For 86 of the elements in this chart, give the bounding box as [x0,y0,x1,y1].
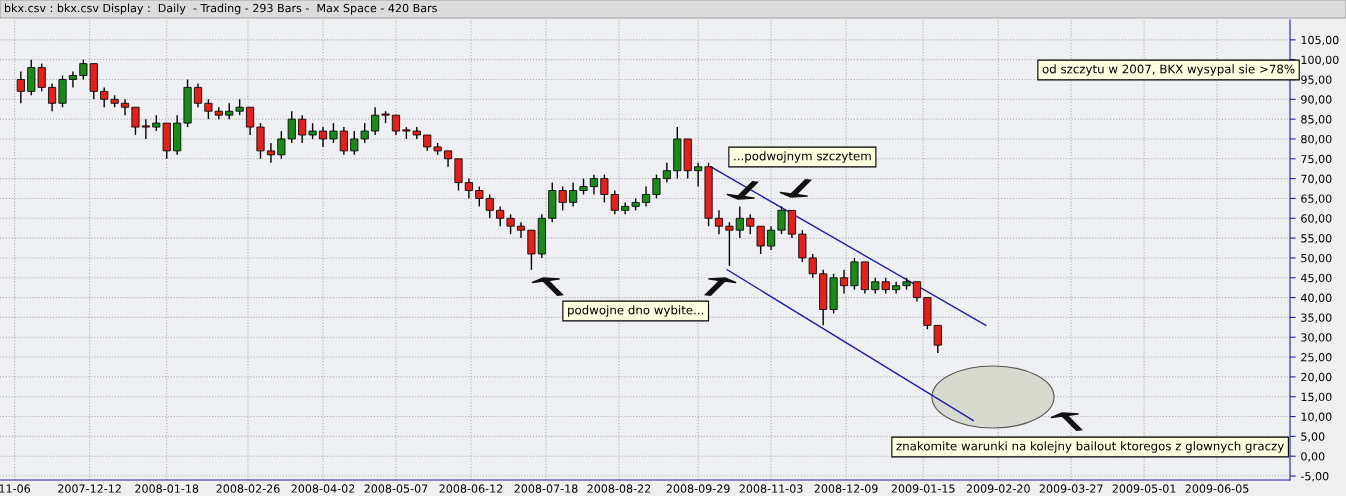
y-tick-label: 40,00 [1300,293,1332,304]
candlestick [298,114,307,144]
x-tick-label: 2009-02-20 [966,484,1030,493]
candlestick [58,74,67,108]
y-tick-label: 30,00 [1301,333,1332,343]
candlestick [569,181,578,208]
candlestick [787,209,796,239]
candlestick [16,70,25,104]
candlestick [662,162,671,184]
candlestick [329,122,338,144]
y-tick-label: 0,00 [1301,452,1325,462]
candlestick [850,257,859,291]
x-tick-label: 2009-01-15 [891,484,955,493]
candlestick [339,126,348,156]
x-tick-label: 2007-12-12 [58,484,121,493]
y-tick-label: 50,00 [1301,253,1332,264]
y-tick-label: 5,00 [1301,432,1325,442]
candlestick [933,324,942,354]
annotation: podwojne dno wybite... [568,305,704,317]
y-tick-label: 85,00 [1301,115,1332,125]
x-tick-label: 2008-09-29 [666,484,730,493]
candlestick [652,173,661,200]
candlestick [454,158,463,192]
x-tick-label: 2008-01-18 [135,484,199,493]
y-tick-label: 35,00 [1301,313,1332,323]
candlestick [204,98,213,120]
candlestick [371,106,380,136]
x-tick-label: 2008-12-09 [814,484,878,493]
y-tick-label: 20,00 [1301,372,1332,383]
x-tick-label: 2008-06-12 [439,484,503,493]
candlestick [589,173,599,196]
x-tick-label: 11-06 [0,484,31,493]
candlestick [506,213,515,235]
y-tick-label: 10,00 [1301,412,1332,423]
x-tick-label: 2008-02-26 [216,484,280,493]
candlestick [318,126,328,148]
x-tick-label: 2009-03-27 [1039,484,1103,493]
candlestick [120,98,130,116]
candlestick [266,142,275,164]
candlestick [767,225,776,251]
y-tick-label: 60,00 [1301,214,1332,224]
y-tick-label: 70,00 [1301,174,1332,185]
candlestick [735,205,744,239]
y-tick-label: 55,00 [1301,234,1332,244]
y-tick-label: 100,00 [1301,55,1339,66]
candlestick [777,205,786,235]
y-tick-label: 15,00 [1301,392,1332,403]
y-tick-label: -5,00 [1300,472,1329,482]
y-tick-label: 25,00 [1301,353,1332,363]
candlestick [641,185,651,208]
chart-title: bkx.csv : bkx.csv Display : Daily - Trading - 293 Bars - Max Space - 420 Bars [5,3,437,15]
x-tick-label: 2008-11-03 [739,484,803,493]
y-tick-label: 75,00 [1301,154,1332,165]
candlestick [464,177,473,200]
y-tick-label: 80,00 [1301,134,1332,145]
x-tick-label: 2009-06-05 [1185,484,1249,493]
candlestick [694,162,703,188]
x-tick-label: 2009-05-01 [1112,484,1176,493]
x-tick-label: 2008-05-07 [364,484,428,493]
y-tick-label: 65,00 [1301,194,1332,204]
annotation: znakomite warunki na kolejny bailout ktoregos z glownych graczy [896,441,1284,453]
candlestick [246,106,255,136]
candlestick [48,82,57,112]
candlestick [256,122,265,160]
candlestick [496,205,505,227]
y-tick-label: 45,00 [1300,273,1332,284]
x-tick-label: 2008-04-02 [291,484,355,493]
candlestick [839,269,849,295]
candlestick [714,209,724,235]
annotation: ...podwojnym szczytem [734,151,871,163]
annotation: od szczytu w 2007, BKX wysypal sie >78% [1042,64,1295,76]
y-tick-label: 95,00 [1301,75,1332,85]
candlestick [141,118,150,140]
candlestick [912,281,922,303]
candlestick [725,221,734,267]
x-tick-label: 2008-08-22 [587,484,651,493]
y-tick-label: 90,00 [1301,95,1332,105]
candlestick [516,221,526,239]
candlestick [193,82,203,108]
candlestick [391,114,401,136]
y-tick-label: 105,00 [1301,35,1339,46]
candlestick [527,229,536,271]
candlestick [131,106,140,136]
candlestick [68,70,78,89]
x-tick-label: 2008-07-18 [514,484,578,493]
candlestick [100,86,109,108]
